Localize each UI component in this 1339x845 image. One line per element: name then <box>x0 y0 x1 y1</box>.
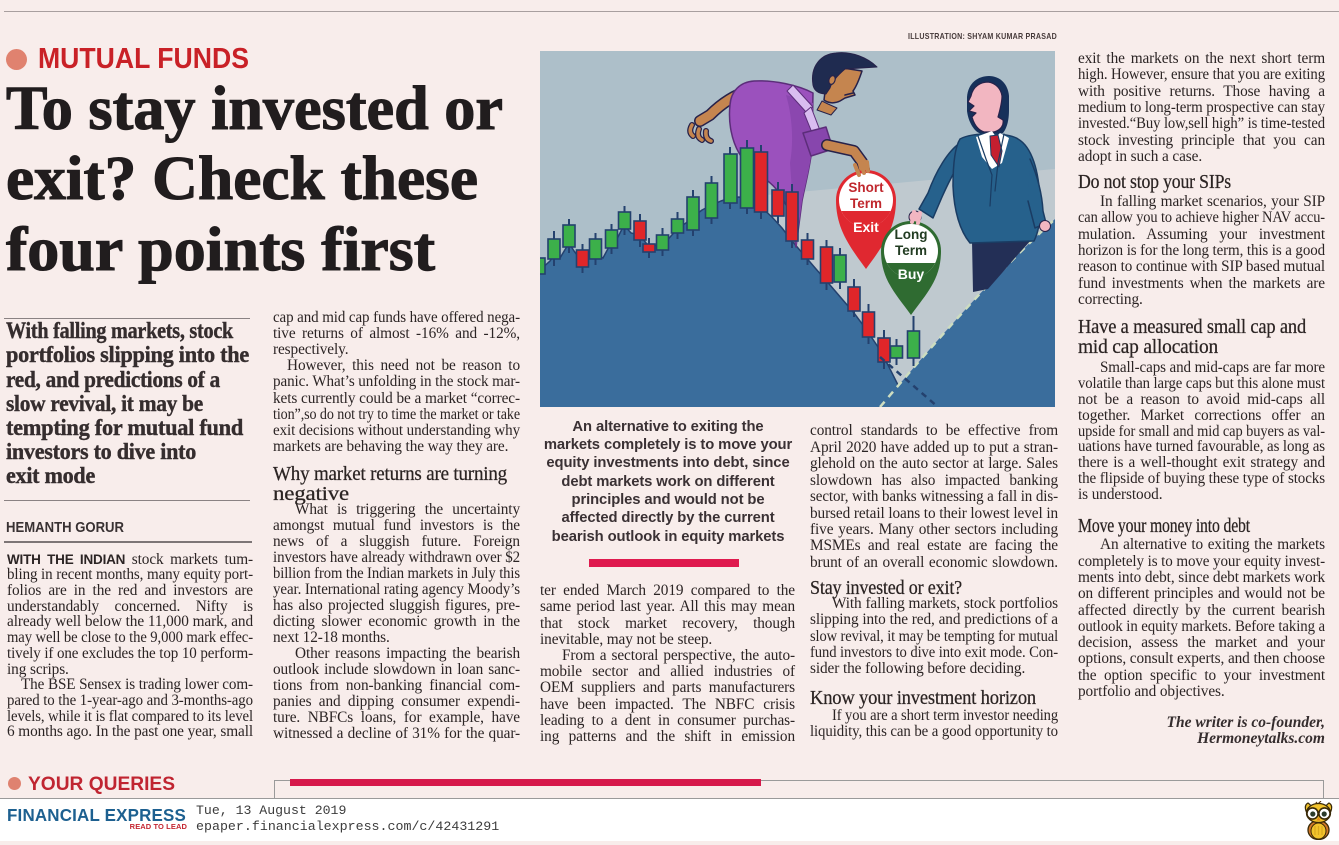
svg-text:Short: Short <box>848 180 884 195</box>
svg-text:Long: Long <box>895 227 928 242</box>
svg-text:Term: Term <box>850 196 882 211</box>
svg-text:Term: Term <box>895 243 927 258</box>
svg-text:Buy: Buy <box>898 266 925 282</box>
svg-text:Exit: Exit <box>853 219 879 235</box>
